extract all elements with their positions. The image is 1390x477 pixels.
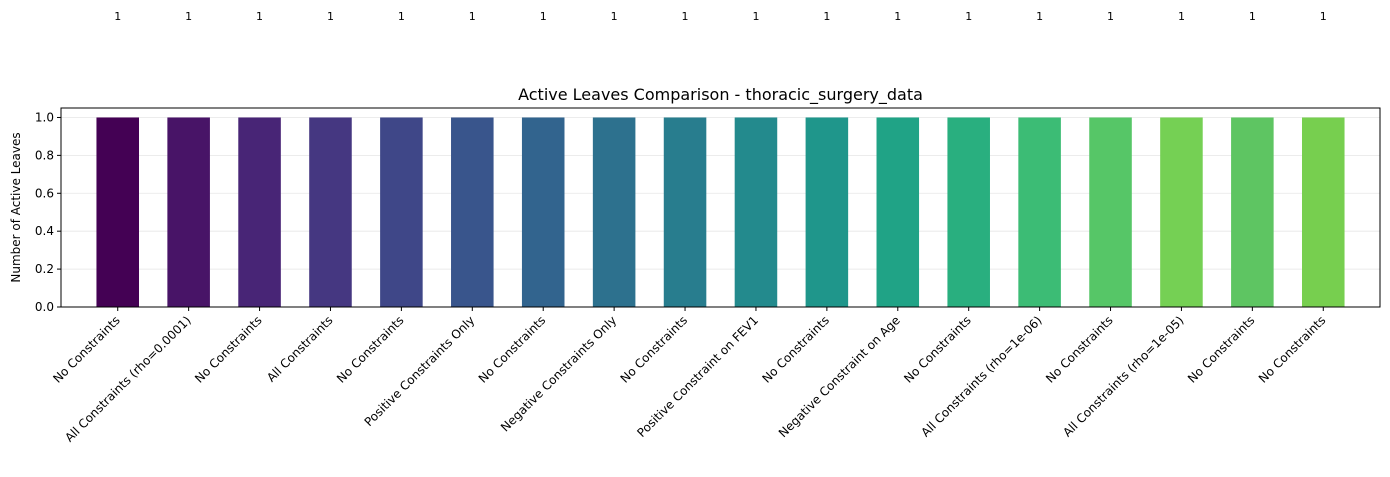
y-tick-label: 1.0 [35, 110, 54, 124]
data-label: 1 [1178, 10, 1185, 23]
x-tick-label: Positive Constraint on FEV1 [634, 313, 761, 440]
data-label: 1 [327, 10, 334, 23]
y-tick-label: 0.8 [35, 148, 54, 162]
x-tick-label: No Constraints [1185, 313, 1258, 386]
bar [663, 117, 707, 307]
bar [238, 117, 281, 307]
x-tick-label: No Constraints [192, 313, 265, 386]
x-tick-label: All Constraints [264, 313, 336, 385]
data-label: 1 [469, 10, 476, 23]
x-tick-label: No Constraints [334, 313, 407, 386]
data-label: 1 [1107, 10, 1114, 23]
data-label: 1 [1320, 10, 1327, 23]
data-label: 1 [398, 10, 405, 23]
bar [309, 117, 352, 307]
x-tick-label: Negative Constraints Only [498, 313, 619, 434]
bar [380, 117, 423, 307]
data-label: 1 [114, 10, 121, 23]
bars-group [96, 117, 1345, 307]
bar [1231, 117, 1274, 307]
bar [521, 117, 565, 307]
data-label: 1 [682, 10, 689, 23]
data-label: 1 [540, 10, 547, 23]
data-label: 1 [894, 10, 901, 23]
y-tick-label: 0.4 [35, 224, 54, 238]
x-tick-label: All Constraints (rho=0.0001) [62, 313, 194, 445]
y-axis-label: Number of Active Leaves [9, 132, 23, 282]
x-tick-label: No Constraints [476, 313, 549, 386]
x-tick-label: No Constraints [50, 313, 123, 386]
plot-frame [60, 107, 1381, 308]
bar [734, 117, 778, 307]
x-tick-label: No Constraints [759, 313, 832, 386]
data-label: 1 [752, 10, 759, 23]
data-label: 1 [965, 10, 972, 23]
x-tick-label: All Constraints (rho=1e-05) [1060, 313, 1186, 439]
data-label: 1 [1036, 10, 1043, 23]
bar [1089, 117, 1132, 307]
y-axis: 0.0 0.2 0.4 0.6 0.8 1.0 [35, 110, 61, 314]
x-tick-label: Negative Constraint on Age [776, 313, 903, 440]
bar [1018, 117, 1061, 307]
bar [96, 117, 140, 307]
data-labels-group: 1 1 1 1 1 1 1 1 1 1 1 1 1 1 1 1 1 1 [114, 10, 1327, 23]
bar [947, 117, 990, 307]
data-label: 1 [611, 10, 618, 23]
data-label: 1 [1249, 10, 1256, 23]
bar [592, 117, 636, 307]
data-label: 1 [823, 10, 830, 23]
y-tick-label: 0.0 [35, 300, 54, 314]
bar [167, 117, 210, 307]
bar [805, 117, 849, 307]
bar [876, 117, 920, 307]
x-tick-label: No Constraints [1256, 313, 1329, 386]
data-label: 1 [185, 10, 192, 23]
y-tick-label: 0.6 [35, 186, 54, 200]
bar [451, 117, 494, 307]
chart-title: Active Leaves Comparison - thoracic_surg… [518, 85, 923, 105]
x-tick-label: No Constraints [901, 313, 974, 386]
bar [1160, 117, 1203, 307]
data-label: 1 [256, 10, 263, 23]
x-tick-label: All Constraints (rho=1e-06) [918, 313, 1044, 439]
bar [1301, 117, 1345, 307]
x-tick-label: No Constraints [1043, 313, 1116, 386]
x-tick-label: No Constraints [618, 313, 691, 386]
y-tick-label: 0.2 [35, 262, 54, 276]
